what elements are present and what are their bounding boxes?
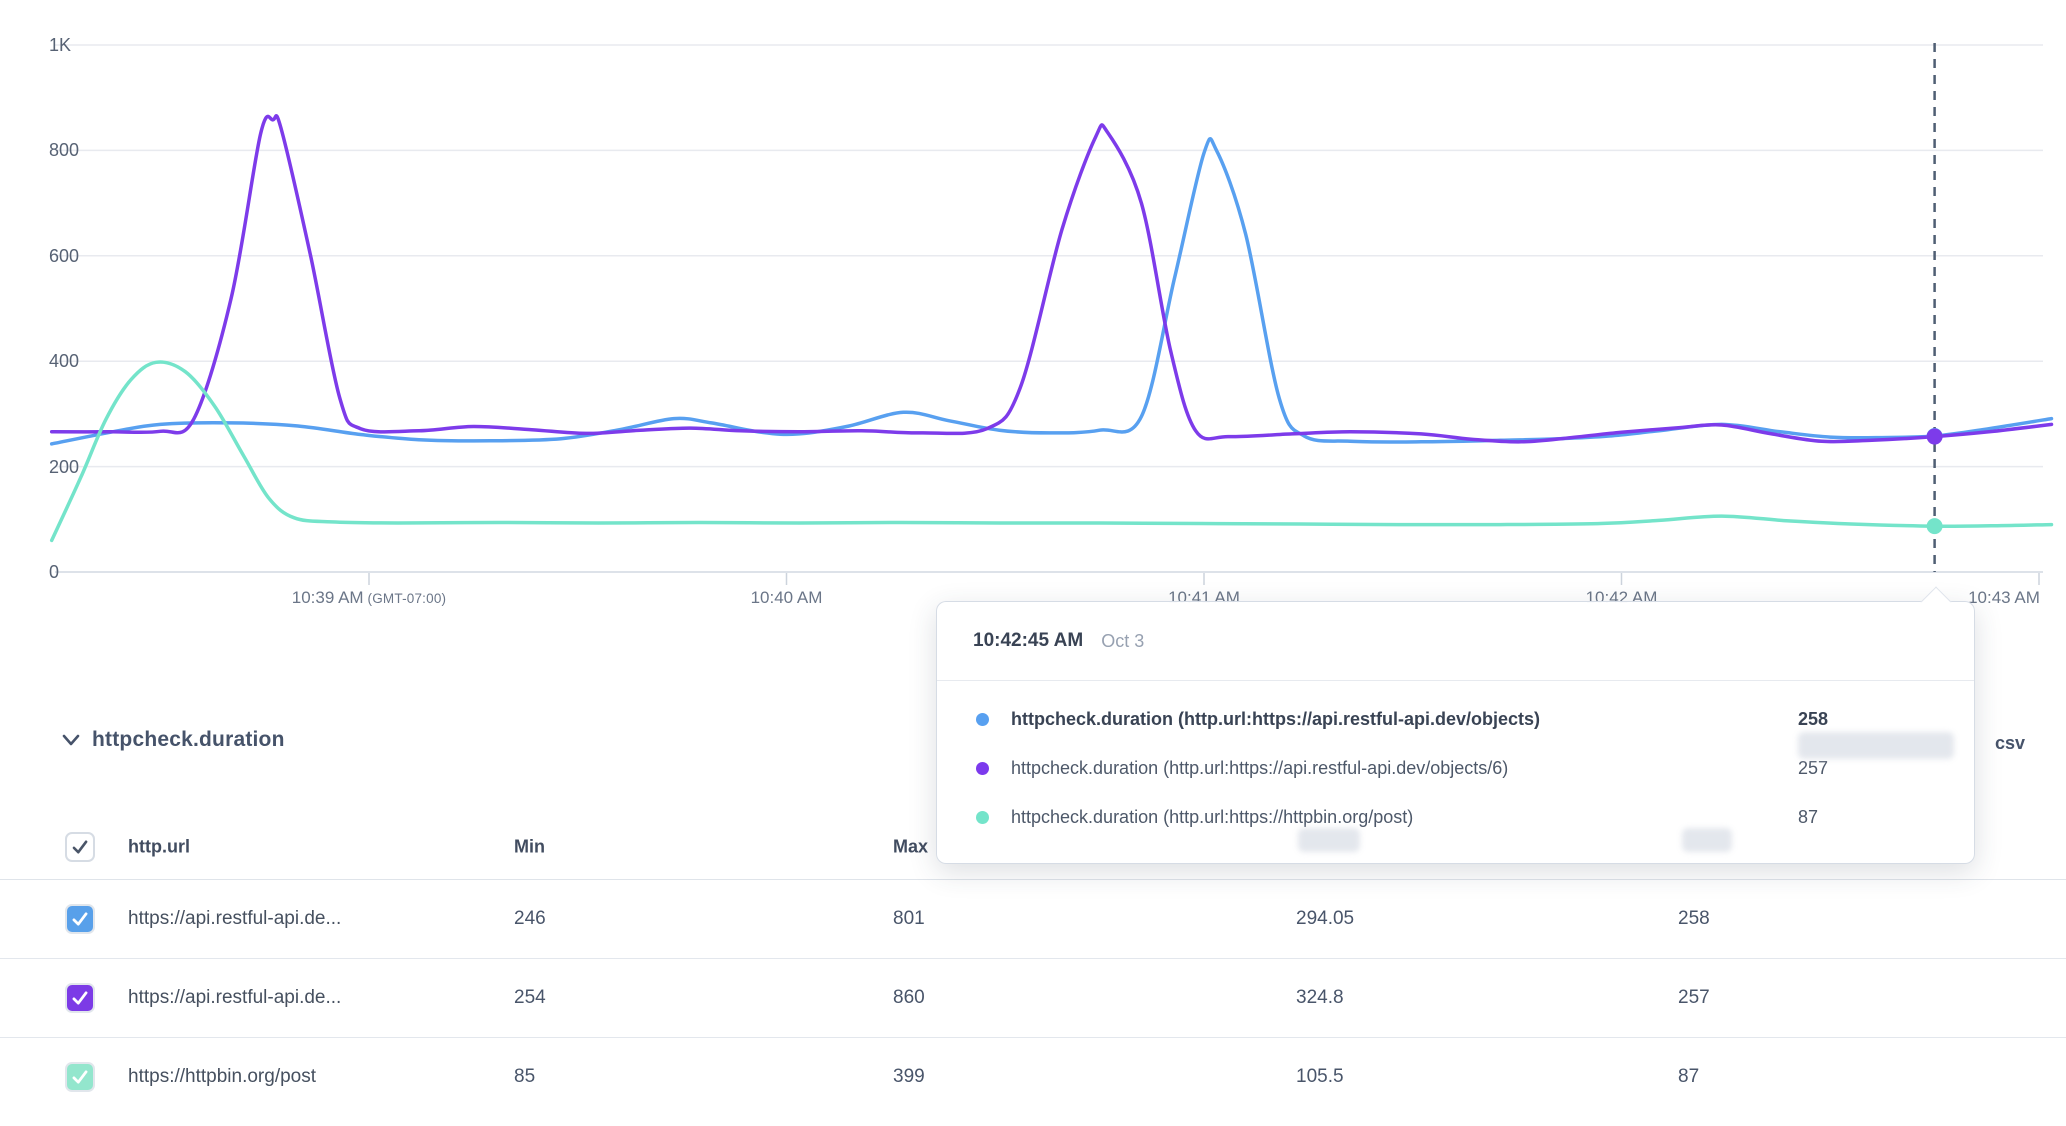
tooltip-timestamp: 10:42:45 AM <box>973 630 1084 651</box>
table-row[interactable]: https://httpbin.org/post 85 399 105.5 87 <box>0 1037 2066 1117</box>
chevron-down-icon[interactable] <box>60 729 82 751</box>
timeseries-chart[interactable]: 1K 800 600 400 200 0 10:39 AM (GMT-07:00) 10:4… <box>0 0 2066 607</box>
y-axis-label: 200 <box>49 456 80 477</box>
cursor-dot <box>1926 428 1943 445</box>
column-header-min[interactable]: Min <box>514 836 545 857</box>
value-cell: 85 <box>514 1066 536 1087</box>
table-row[interactable]: https://api.restful-api.de... 246 801 294.0… <box>0 879 2066 959</box>
value-cell: 258 <box>1678 907 1710 929</box>
tooltip-series-value: 87 <box>1798 807 1819 827</box>
tooltip-series-value: 257 <box>1798 758 1829 778</box>
value-cell: 257 <box>1678 986 1710 1008</box>
tooltip-series-row: httpcheck.duration (http.url:https://htt… <box>937 793 1974 842</box>
value-cell: 860 <box>893 986 925 1008</box>
tooltip-series-value: 258 <box>1798 709 1829 729</box>
value-cell: 801 <box>893 907 925 929</box>
tooltip-series-label: httpcheck.duration (http.url:https://api… <box>1011 758 1509 778</box>
value-cell: 254 <box>514 986 546 1008</box>
occluded-header-smudge <box>1682 828 1732 852</box>
y-axis-label: 1K <box>49 35 72 55</box>
cursor-dot <box>1926 518 1943 535</box>
y-axis-label: 0 <box>49 562 60 582</box>
value-cell: 294.05 <box>1296 907 1355 929</box>
chart-hover-tooltip: 10:42:45 AM Oct 3 httpcheck.duration (ht… <box>936 586 1975 864</box>
select-all-checkbox[interactable] <box>65 832 95 862</box>
value-cell: 324.8 <box>1296 986 1344 1008</box>
metric-section-title: httpcheck.duration <box>92 728 285 751</box>
series-color-dot-icon <box>976 713 989 726</box>
series-color-dot-icon <box>976 811 989 824</box>
occluded-export-smudge <box>1798 732 1954 759</box>
tooltip-series-row: httpcheck.duration (http.url:https://api… <box>937 695 1974 744</box>
x-axis-label: 10:39 AM (GMT-07:00) <box>291 588 447 607</box>
x-axis-label: 10:43 AM <box>1968 588 2040 607</box>
value-cell: 105.5 <box>1296 1066 1344 1087</box>
tooltip-series-row: httpcheck.duration (http.url:https://api… <box>937 744 1974 793</box>
row-checkbox[interactable] <box>65 903 95 934</box>
value-cell: 399 <box>893 1066 925 1087</box>
row-checkbox[interactable] <box>65 982 95 1013</box>
table-header-row: http.url Min Max <box>0 815 2066 880</box>
series-line[interactable] <box>49 360 2054 543</box>
series-color-dot-icon <box>976 762 989 775</box>
http-url-cell: https://api.restful-api.de... <box>128 907 342 929</box>
y-axis-label: 400 <box>49 351 80 372</box>
value-cell: 87 <box>1678 1066 1700 1087</box>
tooltip-date: Oct 3 <box>1101 630 1145 651</box>
row-checkbox[interactable] <box>65 1062 95 1092</box>
tooltip-series-label: httpcheck.duration (http.url:https://api… <box>1011 709 1541 729</box>
y-axis-label: 800 <box>49 140 80 161</box>
tooltip-header: 10:42:45 AM Oct 3 <box>937 602 1974 681</box>
metric-section-header: httpcheck.duration <box>60 728 285 752</box>
column-header-http-url[interactable]: http.url <box>128 836 190 857</box>
table-row[interactable]: https://api.restful-api.de... 254 860 324.8… <box>0 958 2066 1038</box>
chart-canvas[interactable] <box>0 0 2066 600</box>
export-csv-button[interactable]: csv <box>1995 733 2026 753</box>
series-line[interactable] <box>49 114 2054 444</box>
column-header-max[interactable]: Max <box>893 836 929 857</box>
series-line[interactable] <box>49 136 2054 446</box>
x-axis-label: 10:40 AM <box>750 588 823 607</box>
tooltip-series-list: httpcheck.duration (http.url:https://api… <box>937 681 1974 842</box>
y-axis-label: 600 <box>49 245 80 266</box>
occluded-header-smudge <box>1298 828 1360 852</box>
http-url-cell: https://api.restful-api.de... <box>128 986 342 1008</box>
tooltip-series-label: httpcheck.duration (http.url:https://htt… <box>1011 807 1414 827</box>
value-cell: 246 <box>514 907 546 929</box>
http-url-cell: https://httpbin.org/post <box>128 1066 317 1087</box>
